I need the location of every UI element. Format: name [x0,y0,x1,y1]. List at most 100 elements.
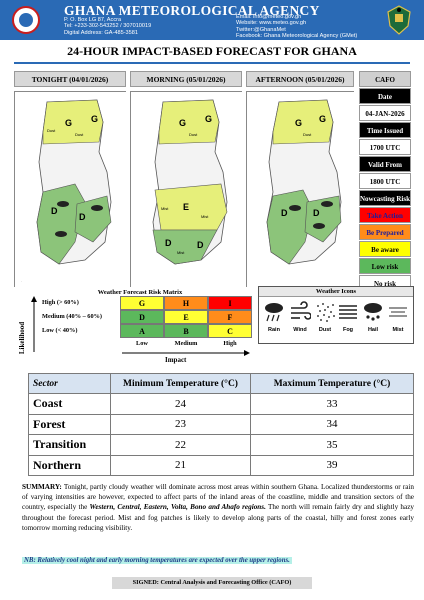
map-tonight[interactable]: G G Dust Dust D D . [14,91,127,288]
date-value: 04-JAN-2026 [359,105,411,121]
ghana-map-afternoon: G G Dust D D [247,92,355,288]
impact-col-label: Medium [174,340,198,347]
risk-cell: B [164,324,208,338]
sector-cell: Forest [28,413,111,435]
address-line: P. O. Box LG 87, Accra [64,17,122,23]
map-risk-letter: D [281,208,288,218]
min-temp-cell: 21 [110,454,251,476]
map-mist-label: Mist [177,250,185,255]
risk-cell: H [164,296,208,310]
risk-cell: I [208,296,252,310]
map-morning[interactable]: G G Dust E Mist Mist D D Mist [130,91,243,288]
nowcasting-label: Nowcasting Risk [359,190,411,206]
weather-icons-title: Weather Icons [259,287,413,297]
agency-header: GHANA METEOROLOGICAL AGENCY P. O. Box LG… [0,0,424,40]
temperature-table: Sector Minimum Temperature (°C) Maximum … [28,373,414,476]
map-risk-letter: E [183,202,189,212]
map-dust-label: Dust [47,128,56,133]
risk-row-label: Medium (40% – 60%) [42,313,102,320]
hail-icon [364,303,382,321]
map-risk-letter: G [91,114,98,124]
panel-afternoon-heading: AFTERNOON (05/01/2026) [246,71,354,87]
address-line: Tel: +233-302-543252 / 307010019 [64,23,152,30]
agency-name: GHANA METEOROLOGICAL AGENCY [64,3,320,18]
risk-be-aware: Be aware [359,241,411,257]
map-risk-letter: D [197,240,204,250]
max-temp-cell: 39 [250,454,414,476]
gmet-logo [12,6,40,34]
min-temp-cell: 23 [110,413,251,435]
cafo-legend: CAFO Date 04-JAN-2026 Time Issued 1700 U… [359,71,411,292]
contact-twitter[interactable]: Twitter:@GhanaMet [236,26,286,33]
impact-col-label: High [223,340,237,347]
impact-col-label: Low [136,340,148,347]
summary-label: SUMMARY: [22,483,62,491]
table-row: Northern 21 39 [28,454,414,476]
map-risk-letter: G [65,118,72,128]
risk-cell: E [164,310,208,324]
risk-matrix-y-label: Likelihood [18,321,26,355]
risk-cell: F [208,310,252,324]
risk-take-action: Take Action [359,207,411,223]
contact-website[interactable]: Website: www.meteo.gov.gh [236,20,307,27]
panel-tonight-heading: TONIGHT (04/01/2026) [14,71,126,87]
ghana-coat-of-arms-icon [387,5,411,35]
map-dust-label: Dust [75,132,84,137]
map-mist-label: Mist [201,214,209,219]
map-risk-letter: G [319,114,326,124]
risk-matrix-title: Weather Forecast Risk Matrix [97,289,183,296]
date-label: Date [359,88,411,104]
forecast-summary: SUMMARY: Tonight, partly cloudy weather … [22,482,414,533]
sector-cell: Coast [28,393,111,415]
max-temp-cell: 34 [250,413,414,435]
sector-cell: Northern [28,454,111,476]
svg-text:.: . [21,278,22,283]
map-risk-letter: G [179,118,186,128]
map-risk-letter: G [205,114,212,124]
sector-header: Sector [28,373,111,394]
map-risk-letter: D [51,206,58,216]
forecast-note: NB: Relatively cool night and early morn… [22,557,292,564]
dust-label: Dust [318,327,332,333]
risk-cell: D [120,310,164,324]
ghana-map-morning: G G Dust E Mist Mist D D Mist [131,92,243,288]
table-row: Forest 23 34 [28,413,414,435]
wind-icon [291,301,311,320]
max-temp-cell: 35 [250,434,414,456]
table-row: Transition 22 35 [28,434,414,456]
map-risk-letter: D [165,238,172,248]
contact-facebook[interactable]: Facebook: Ghana Meteorological Agency (G… [236,33,358,40]
risk-low: Low risk [359,258,411,274]
dust-icon [317,303,335,322]
map-risk-letter: D [79,212,86,222]
map-dust-label: Dust [303,132,312,137]
sector-cell: Transition [28,434,111,456]
min-temp-cell: 24 [110,393,251,415]
map-mist-label: Mist [161,206,169,211]
map-dust-label: Dust [189,132,198,137]
min-temp-cell: 22 [110,434,251,456]
valid-from-value: 1800 UTC [359,173,411,189]
time-issued-value: 1700 UTC [359,139,411,155]
risk-matrix-x-label: Impact [165,356,187,364]
weather-icons-legend: Weather Icons Rain Wind Dust Fog Hail Mi… [258,286,414,344]
signed-footer: SIGNED: Central Analysis and Forecasting… [112,577,312,589]
summary-regions: Western, Central, Eastern, Volta, Bono a… [89,503,266,512]
panel-morning-heading: MORNING (05/01/2026) [130,71,242,87]
max-temp-cell: 33 [250,393,414,415]
fog-label: Fog [342,327,354,333]
risk-cell: C [208,324,252,338]
temperature-table-header: Sector Minimum Temperature (°C) Maximum … [28,373,414,394]
contact-email[interactable]: Email: info@meteo.gov.gh [236,14,302,20]
risk-row-label: Low (< 40%) [42,327,78,334]
wind-label: Wind [293,327,307,333]
summary-text: Tonight, partly cloudy weather will domi… [22,483,414,512]
fog-icon [339,305,357,319]
valid-from-label: Valid From [359,156,411,172]
ghana-map-tonight: G G Dust Dust D D . [15,92,127,288]
rain-icon [265,303,283,322]
map-afternoon[interactable]: G G Dust D D [246,91,355,288]
mist-label: Mist [392,327,404,333]
hail-label: Hail [367,327,379,333]
agency-contact: Email: info@meteo.gov.gh Website: www.me… [236,14,357,40]
